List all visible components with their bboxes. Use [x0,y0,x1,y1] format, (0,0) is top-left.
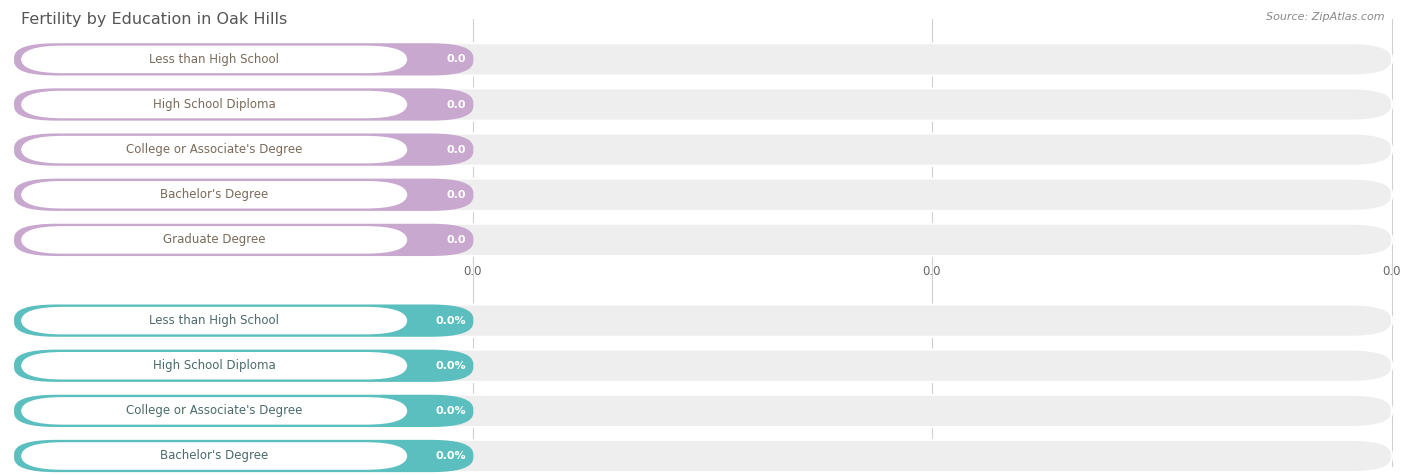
Text: 0.0: 0.0 [464,265,482,277]
FancyBboxPatch shape [14,224,474,256]
FancyBboxPatch shape [21,397,408,425]
FancyBboxPatch shape [14,395,1392,427]
Text: 0.0: 0.0 [447,190,467,200]
Text: Fertility by Education in Oak Hills: Fertility by Education in Oak Hills [21,12,287,27]
FancyBboxPatch shape [14,304,474,337]
FancyBboxPatch shape [21,46,408,73]
Text: 0.0: 0.0 [1382,265,1402,277]
Text: College or Associate's Degree: College or Associate's Degree [127,404,302,418]
Text: Bachelor's Degree: Bachelor's Degree [160,449,269,463]
Text: Source: ZipAtlas.com: Source: ZipAtlas.com [1267,12,1385,22]
FancyBboxPatch shape [14,350,474,382]
FancyBboxPatch shape [14,179,1392,211]
FancyBboxPatch shape [14,440,1392,472]
FancyBboxPatch shape [14,224,1392,256]
FancyBboxPatch shape [14,43,474,76]
Text: Graduate Degree: Graduate Degree [163,233,266,247]
FancyBboxPatch shape [21,352,408,380]
FancyBboxPatch shape [14,350,1392,382]
Text: 0.0: 0.0 [447,54,467,65]
Text: 0.0%: 0.0% [436,315,467,326]
FancyBboxPatch shape [21,181,408,209]
FancyBboxPatch shape [14,304,1392,337]
Text: 0.0: 0.0 [447,99,467,110]
Text: 0.0: 0.0 [447,144,467,155]
Text: Less than High School: Less than High School [149,53,280,66]
FancyBboxPatch shape [14,133,1392,166]
FancyBboxPatch shape [14,179,474,211]
FancyBboxPatch shape [14,88,474,121]
FancyBboxPatch shape [14,133,474,166]
FancyBboxPatch shape [21,442,408,470]
FancyBboxPatch shape [21,136,408,163]
Text: 0.0: 0.0 [922,265,941,277]
FancyBboxPatch shape [14,88,1392,121]
FancyBboxPatch shape [14,395,474,427]
Text: 0.0: 0.0 [447,235,467,245]
Text: High School Diploma: High School Diploma [153,359,276,372]
Text: College or Associate's Degree: College or Associate's Degree [127,143,302,156]
FancyBboxPatch shape [14,43,1392,76]
FancyBboxPatch shape [21,91,408,118]
Text: 0.0%: 0.0% [436,361,467,371]
Text: High School Diploma: High School Diploma [153,98,276,111]
FancyBboxPatch shape [21,226,408,254]
Text: 0.0%: 0.0% [436,451,467,461]
Text: Bachelor's Degree: Bachelor's Degree [160,188,269,201]
FancyBboxPatch shape [14,440,474,472]
Text: Less than High School: Less than High School [149,314,280,327]
FancyBboxPatch shape [21,307,408,334]
Text: 0.0%: 0.0% [436,406,467,416]
